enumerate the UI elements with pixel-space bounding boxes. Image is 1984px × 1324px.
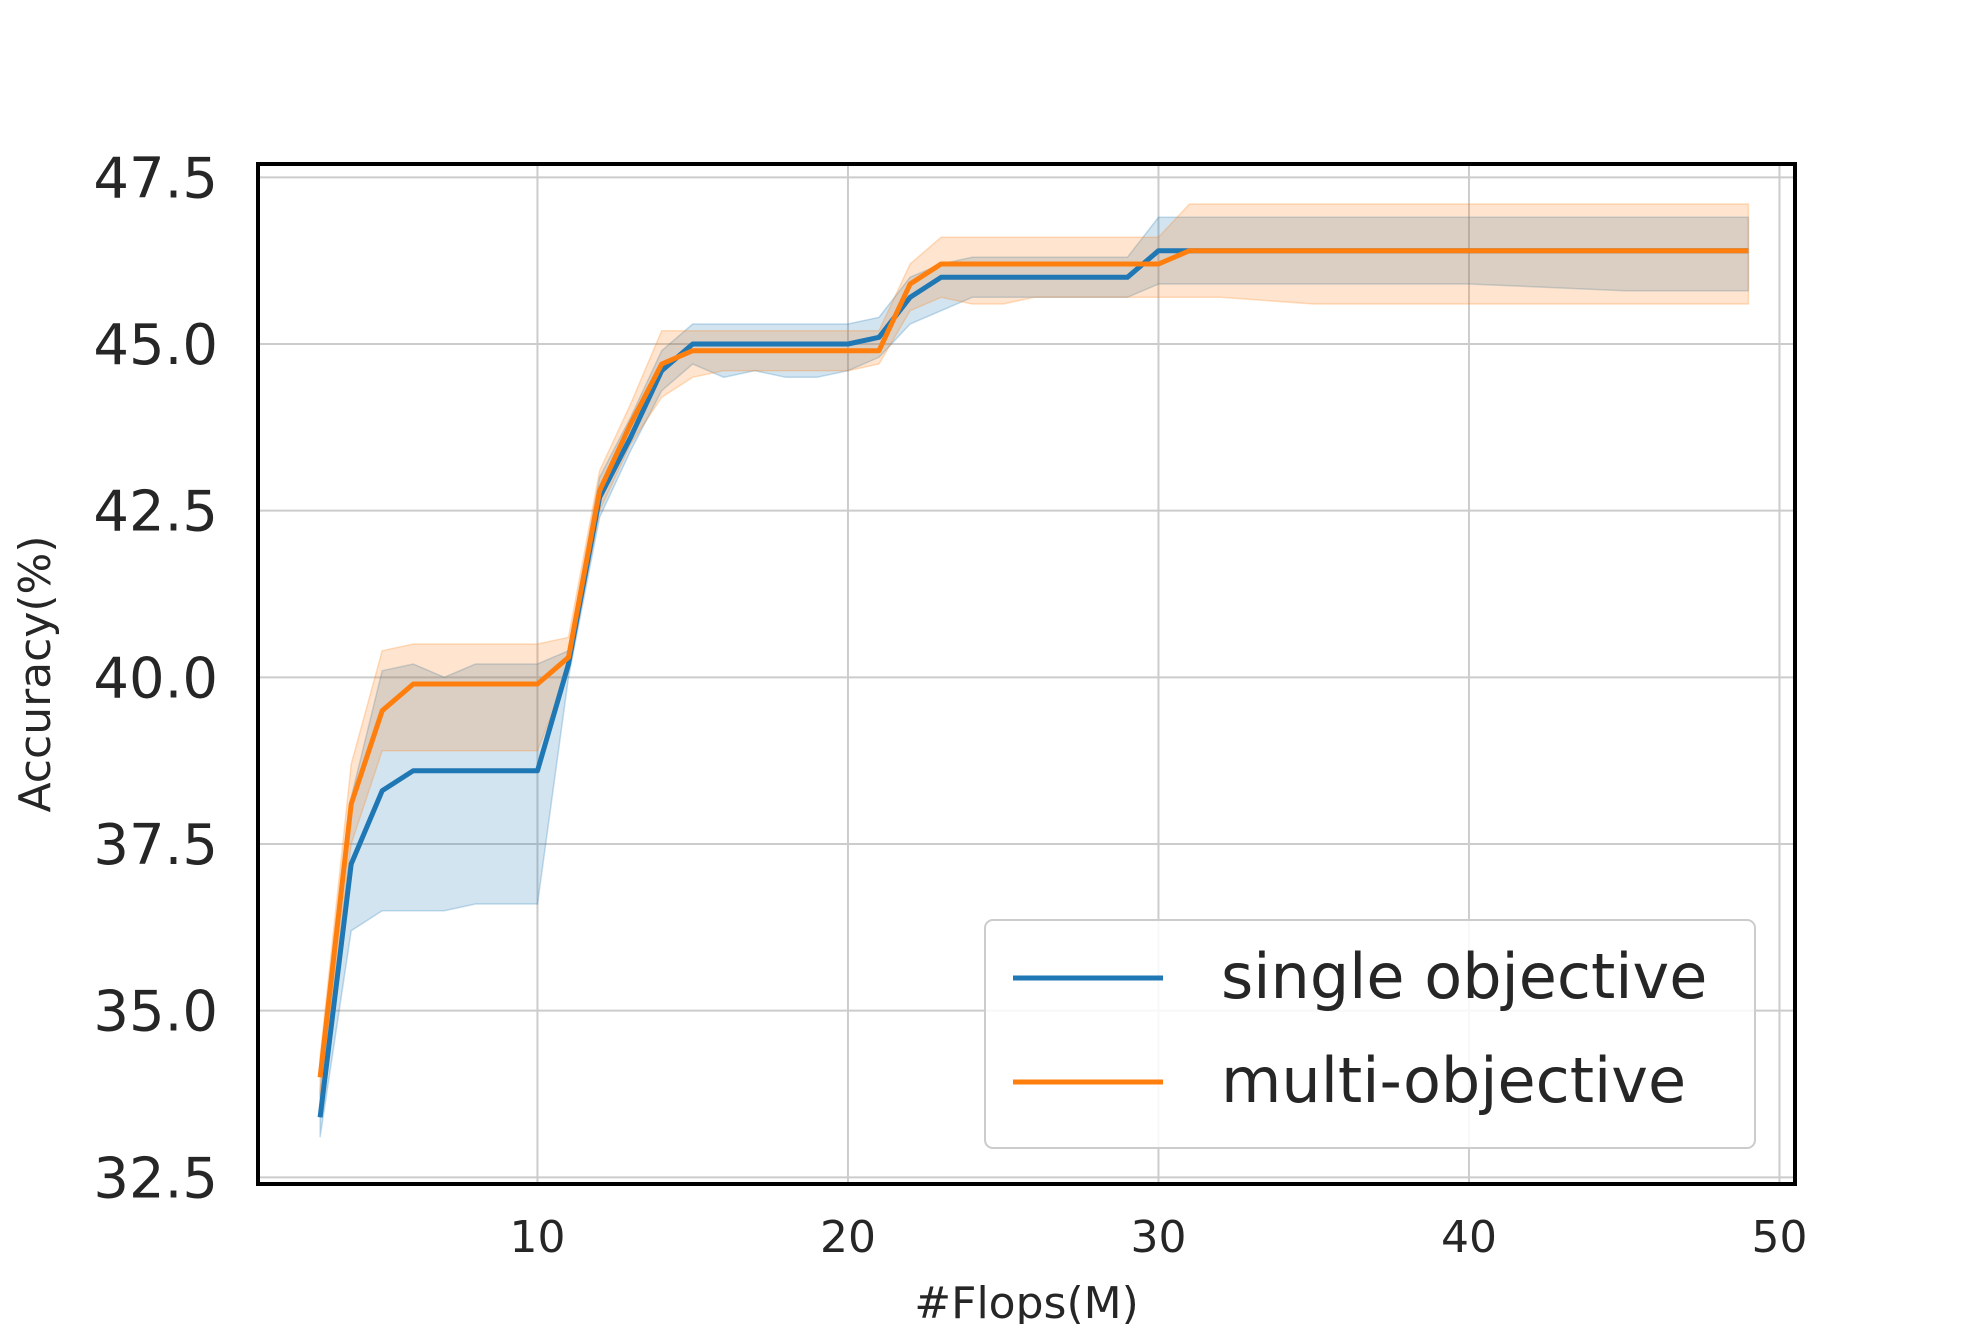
- y-tick-label: 45.0: [93, 313, 218, 378]
- confidence-bands: [319, 203, 1750, 1138]
- x-tick-label: 50: [1751, 1212, 1807, 1263]
- confidence-band: [319, 203, 1750, 1098]
- x-tick-label: 40: [1441, 1212, 1497, 1263]
- x-tick-labels: 10 20 30 40 50: [509, 1212, 1807, 1263]
- series-line: [317, 248, 1749, 1118]
- series-line: [317, 248, 1749, 1078]
- series-lines: [317, 248, 1749, 1118]
- legend-label: multi-objective: [1221, 1044, 1686, 1117]
- plot-frame: [256, 162, 1797, 1186]
- x-axis-label: #Flops(M): [914, 1278, 1138, 1324]
- y-tick-labels: 32.5 35.0 37.5 40.0 42.5 45.0 47.5: [93, 146, 218, 1211]
- y-tick-label: 32.5: [93, 1146, 218, 1211]
- legend-label: single objective: [1221, 940, 1707, 1013]
- legend: single objective multi-objective: [984, 919, 1756, 1149]
- y-tick-label: 42.5: [93, 480, 218, 545]
- y-tick-label: 40.0: [93, 646, 218, 711]
- confidence-band: [319, 216, 1750, 1138]
- y-tick-label: 37.5: [93, 813, 218, 878]
- x-tick-label: 10: [509, 1212, 565, 1263]
- legend-box: [984, 919, 1756, 1149]
- y-axis-label: Accuracy(%): [10, 535, 61, 812]
- x-tick-label: 30: [1130, 1212, 1186, 1263]
- y-tick-label: 47.5: [93, 146, 218, 211]
- x-tick-label: 20: [820, 1212, 876, 1263]
- y-tick-label: 35.0: [93, 980, 218, 1045]
